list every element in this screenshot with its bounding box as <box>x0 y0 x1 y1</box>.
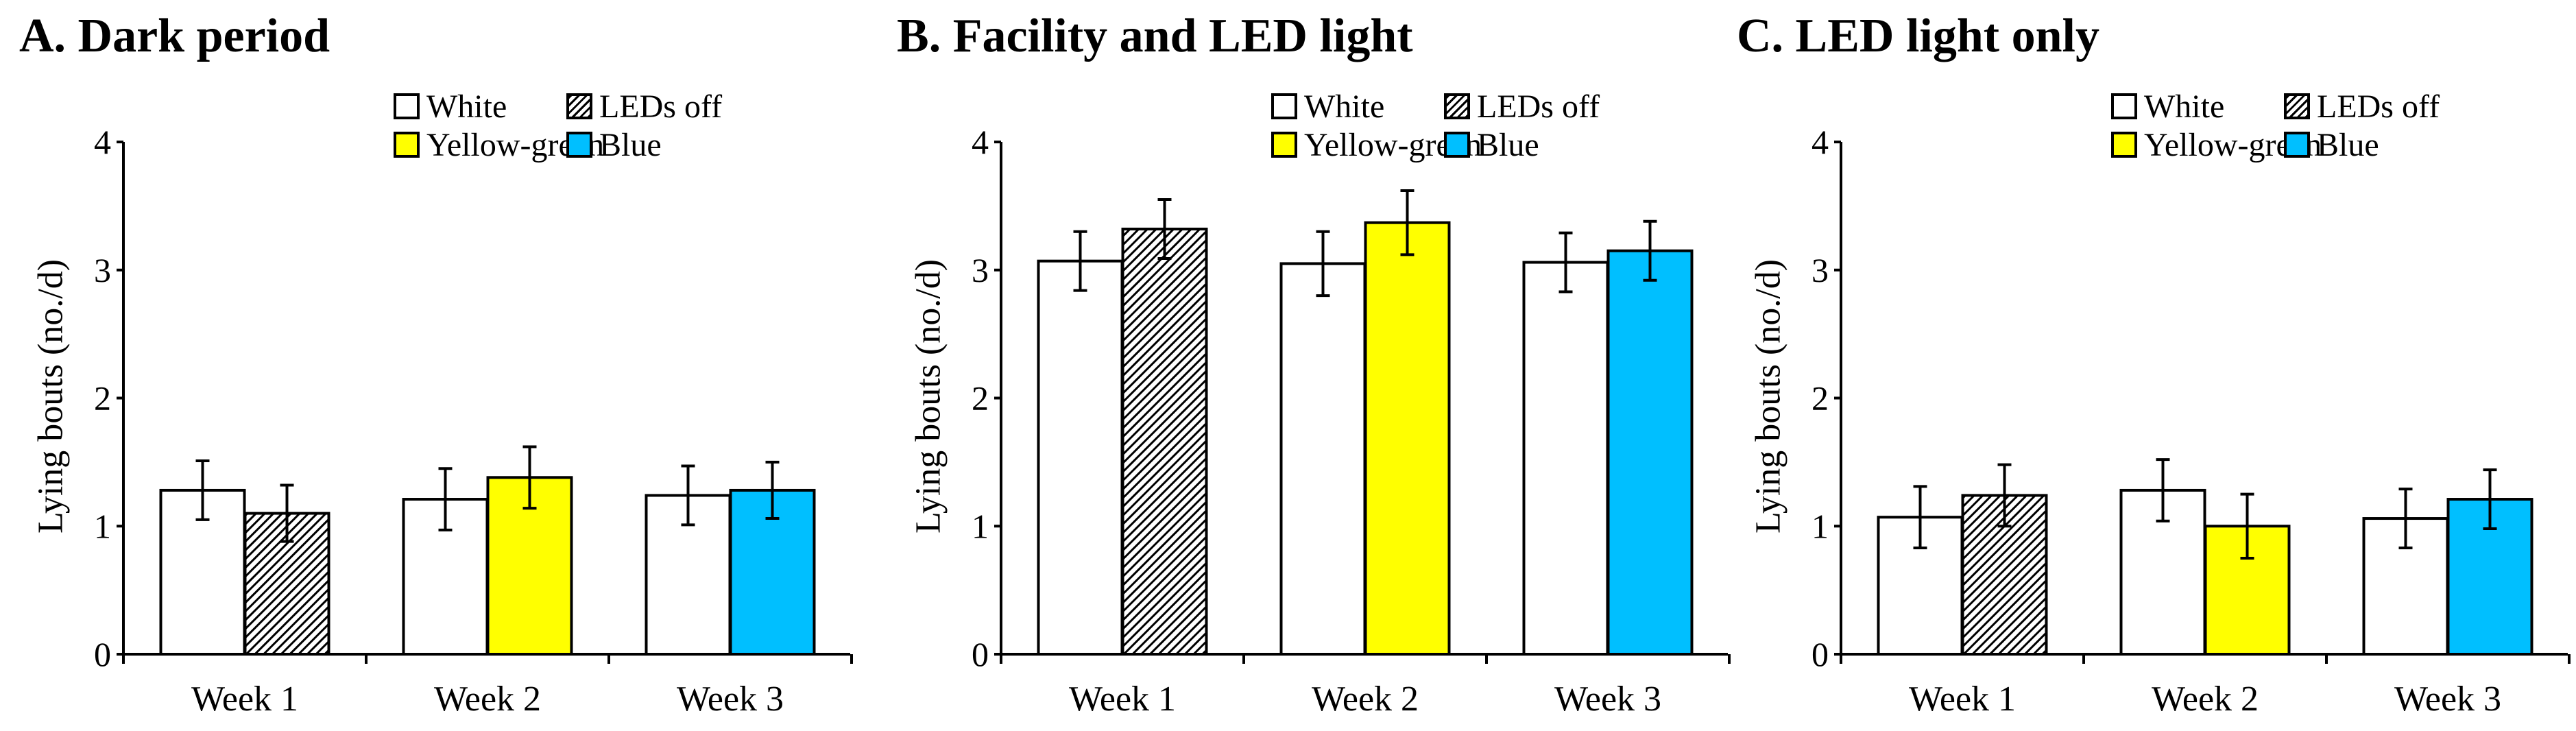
legend-swatch <box>394 93 420 119</box>
legend-label: White <box>426 88 507 125</box>
legend-item: Blue <box>1444 127 1539 163</box>
y-tick-label: 1 <box>94 507 111 545</box>
x-tick-label: Week 2 <box>2152 680 2259 719</box>
y-tick-label: 4 <box>1811 123 1829 161</box>
y-tick-label: 4 <box>972 123 989 161</box>
legend-label: Blue <box>1477 126 1539 163</box>
legend-label: Blue <box>2317 126 2379 163</box>
legend-item: LEDs off <box>2284 88 2440 125</box>
y-tick-label: 2 <box>972 379 989 418</box>
bar-white <box>1037 259 1124 656</box>
legend-item: LEDs off <box>1444 88 1600 125</box>
legend-item: Blue <box>566 127 662 163</box>
chart-panel-b: B. Facility and LED light Lying bouts (n… <box>878 0 1736 731</box>
y-tick-label: 0 <box>94 635 111 673</box>
legend-swatch <box>2284 132 2310 158</box>
legend-label: LEDs off <box>1477 88 1600 125</box>
legend-label: LEDs off <box>599 88 723 125</box>
bar-white <box>1522 261 1609 656</box>
y-tick-label: 1 <box>972 507 989 545</box>
y-tick-label: 3 <box>972 251 989 289</box>
y-tick-label: 0 <box>972 635 989 673</box>
legend-swatch <box>2111 132 2137 158</box>
bar-blue <box>1606 249 1694 656</box>
legend-swatch <box>566 132 592 158</box>
legend-label: LEDs off <box>2317 88 2440 125</box>
legend-swatch <box>1444 93 1470 119</box>
legend-item: White <box>394 88 507 125</box>
x-tick-label: Week 3 <box>2394 680 2501 719</box>
legend-item: Blue <box>2284 127 2379 163</box>
legend-item: LEDs off <box>566 88 723 125</box>
y-tick-label: 3 <box>1811 251 1829 289</box>
bar-leds-off <box>1121 227 1208 656</box>
bar-yellow-green <box>486 476 573 656</box>
legend-swatch <box>2284 93 2310 119</box>
legend-swatch <box>566 93 592 119</box>
chart-title: A. Dark period <box>19 10 330 62</box>
chart-title: C. LED light only <box>1737 10 2099 62</box>
legend-swatch <box>1271 132 1297 158</box>
legend-item: White <box>1271 88 1385 125</box>
legend-swatch <box>2111 93 2137 119</box>
x-tick-label: Week 3 <box>677 680 784 719</box>
plot-area: 0 1 2 3 4 Week 1 Week 2 Week 3 <box>972 123 1731 719</box>
x-tick-label: Week 1 <box>191 680 298 719</box>
y-tick-label: 2 <box>94 379 111 418</box>
bar-white <box>1279 262 1367 656</box>
legend-label: Blue <box>599 126 662 163</box>
x-tick-label: Week 1 <box>1069 680 1176 719</box>
y-tick-label: 1 <box>1811 507 1829 545</box>
plot-area: 0 1 2 3 4 Week 1 Week 2 Week 3 <box>1811 123 2571 719</box>
legend-item: White <box>2111 88 2225 125</box>
y-tick-label: 0 <box>1811 635 1829 673</box>
legend-label: White <box>1304 88 1385 125</box>
chart-title: B. Facility and LED light <box>897 10 1413 62</box>
legend-swatch <box>1444 132 1470 158</box>
y-tick-label: 3 <box>94 251 111 289</box>
x-tick-label: Week 1 <box>1909 680 2016 719</box>
legend-swatch <box>1271 93 1297 119</box>
x-tick-label: Week 2 <box>1312 680 1419 719</box>
x-tick-label: Week 2 <box>434 680 541 719</box>
bar-yellow-green <box>1364 221 1451 656</box>
plot-area: 0 1 2 3 4 Week 1 Week 2 Week 3 <box>94 123 853 719</box>
legend-label: White <box>2144 88 2225 125</box>
bar-yellow-green <box>2204 525 2291 656</box>
y-tick-label: 2 <box>1811 379 1829 418</box>
x-tick-label: Week 3 <box>1554 680 1661 719</box>
legend-swatch <box>394 132 420 158</box>
y-tick-label: 4 <box>94 123 111 161</box>
